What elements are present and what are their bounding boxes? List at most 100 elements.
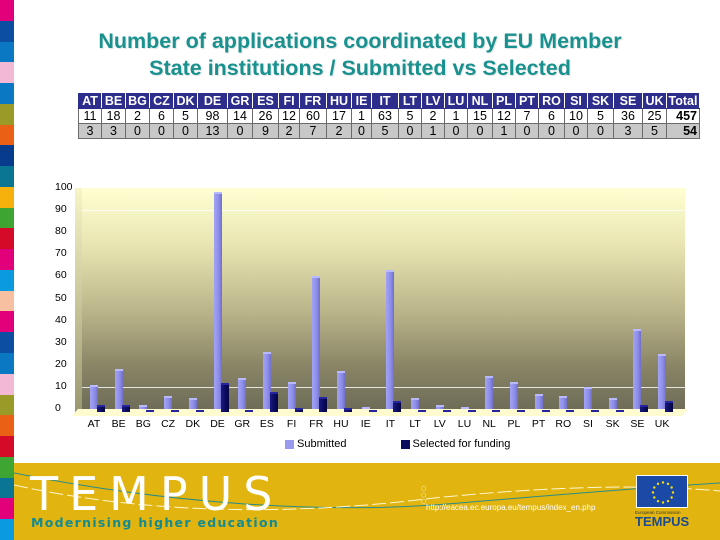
footer-banner: TEMPUS Modernising higher education ○○○ …: [14, 463, 720, 540]
x-tick-label: PT: [531, 418, 546, 430]
stripe-segment: [0, 353, 14, 374]
x-tick-label: UK: [654, 418, 670, 430]
table-cell: 13: [197, 123, 228, 139]
title-line-2: State institutions / Submitted vs Select…: [149, 56, 571, 80]
stripe-segment: [0, 249, 14, 270]
bar-selected: [541, 410, 550, 412]
legend-item-selected: Selected for funding: [400, 438, 511, 450]
website-link[interactable]: http://eacea.ec.europa.eu/tempus/index_e…: [426, 503, 596, 512]
decorative-color-stripe: [0, 0, 14, 540]
table-cell: NL: [467, 93, 493, 109]
stripe-segment: [0, 41, 14, 63]
bar-submitted: [213, 192, 222, 409]
plot-area: [82, 188, 685, 410]
table-cell: 3: [613, 123, 643, 139]
table-cell: 1: [492, 123, 516, 139]
y-tick-label: 80: [55, 225, 67, 238]
bar-submitted: [90, 384, 98, 409]
x-tick-label: AT: [87, 418, 101, 430]
table-cell: IE: [351, 93, 372, 109]
table-cell: 6: [149, 108, 174, 124]
table-cell: LT: [398, 93, 422, 109]
bar-submitted: [139, 404, 148, 409]
bar-selected: [319, 396, 328, 412]
table-cell: SE: [613, 93, 643, 109]
eu-caption: European Commission: [635, 510, 681, 515]
table-cell: HU: [326, 93, 352, 109]
table-cell: 1: [421, 123, 445, 139]
stripe-segment: [0, 394, 14, 416]
decorative-mark-icon: ○○○: [417, 485, 430, 505]
bar-submitted: [188, 397, 197, 409]
table-cell: 0: [227, 123, 253, 139]
legend-swatch-selected: [400, 439, 410, 449]
table-cell: 2: [326, 123, 352, 139]
table-cell: 7: [515, 108, 539, 124]
table-cell: 26: [252, 108, 279, 124]
bar-submitted: [312, 276, 321, 409]
table-header-row: AT BE BG CZ DK DE GR ES FI FR HU IE IT LT LV LU NL PL PT RO…: [78, 93, 700, 109]
x-tick-label: CZ: [161, 418, 176, 430]
x-tick-label: LV: [433, 418, 446, 430]
table-row-selected: 3 3 0 0 0 13 0 9 2 7 2 0 5 0 1 0 0 1 0 0 0 0 3 5 54: [78, 123, 700, 139]
bar-selected: [492, 410, 501, 412]
bar-submitted: [633, 329, 642, 409]
stripe-segment: [0, 290, 14, 312]
bar-submitted: [411, 397, 420, 409]
bar-submitted: [337, 371, 345, 409]
bar-submitted: [509, 382, 518, 409]
x-tick-label: PL: [507, 418, 521, 430]
stripe-segment: [0, 498, 14, 520]
table-cell: 98: [197, 108, 228, 124]
table-cell: LV: [421, 93, 445, 109]
table-cell: 15: [467, 108, 493, 124]
stripe-segment: [0, 436, 14, 457]
x-tick-label: LT: [409, 418, 421, 430]
bar-submitted: [287, 382, 296, 409]
bar-selected: [245, 410, 254, 412]
table-cell: 60: [299, 108, 327, 124]
bar-selected: [393, 400, 402, 412]
stripe-segment: [0, 103, 14, 125]
table-cell: 0: [149, 123, 174, 139]
bar-selected: [269, 392, 278, 412]
bar-submitted: [559, 395, 568, 409]
bar-submitted: [435, 404, 444, 409]
bar-selected: [640, 405, 649, 412]
eu-flag-icon: [636, 475, 688, 508]
table-cell: 5: [371, 123, 399, 139]
x-tick-label: SK: [605, 418, 620, 430]
table-cell: 3: [78, 123, 102, 139]
x-tick-label: RO: [555, 418, 572, 430]
bar-selected: [467, 410, 476, 412]
bar-submitted: [608, 397, 617, 409]
table-cell: 5: [398, 108, 422, 124]
gridline: [82, 386, 685, 388]
stripe-segment: [0, 0, 14, 21]
data-table: AT BE BG CZ DK DE GR ES FI FR HU IE IT LT LV LU NL PL PT RO…: [78, 93, 700, 139]
table-cell: 0: [125, 123, 150, 139]
x-tick-label: BG: [135, 418, 151, 430]
table-cell: LU: [444, 93, 468, 109]
table-cell: SI: [564, 93, 588, 109]
table-cell: 2: [125, 108, 150, 124]
y-tick-label: 60: [55, 269, 67, 282]
y-tick-label: 100: [55, 181, 73, 193]
y-tick-label: 70: [55, 247, 67, 260]
table-cell: Total: [666, 93, 700, 109]
bar-selected: [171, 410, 180, 412]
table-cell: 36: [613, 108, 643, 124]
gridline: [82, 210, 685, 212]
table-cell: BE: [101, 93, 126, 109]
legend-label-selected: Selected for funding: [412, 438, 511, 450]
y-tick-label: 40: [55, 313, 67, 326]
table-cell: 0: [538, 123, 565, 139]
table-cell: 0: [173, 123, 198, 139]
table-cell: 5: [587, 108, 614, 124]
title-line-1: Number of applications coordinated by EU…: [98, 29, 622, 53]
table-cell: 1: [444, 108, 468, 124]
bar-selected: [418, 410, 427, 412]
stripe-segment: [0, 332, 14, 354]
table-cell: 0: [515, 123, 539, 139]
stripe-segment: [0, 20, 14, 42]
